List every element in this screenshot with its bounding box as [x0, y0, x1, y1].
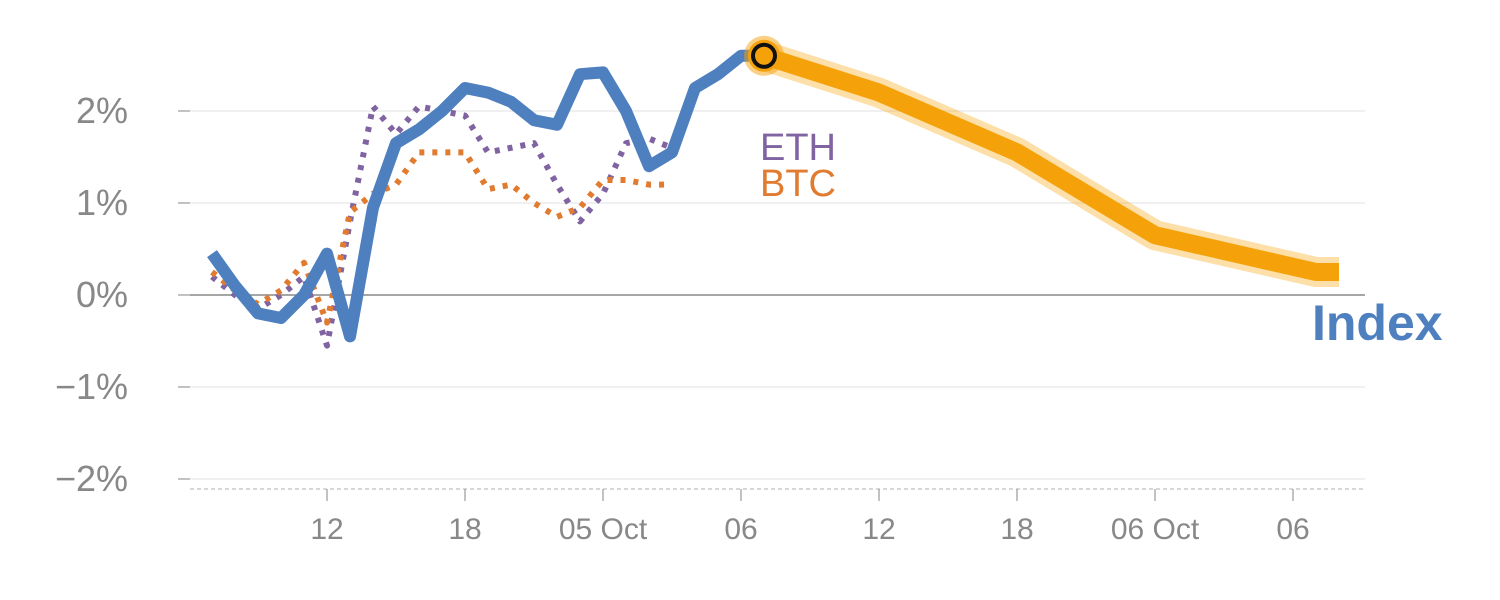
marker-dot — [751, 42, 777, 69]
x-tick-label: 06 Oct — [1111, 513, 1200, 546]
x-tick-label: 18 — [448, 513, 481, 546]
btc-series-label: BTC — [760, 163, 836, 205]
x-tick-label: 05 Oct — [559, 513, 648, 546]
grid-lines — [190, 110, 1365, 480]
y-tick-label: −2% — [55, 458, 128, 499]
btc-line — [210, 149, 672, 326]
x-tick-label: 18 — [1000, 513, 1033, 546]
y-tick-label: 2% — [76, 90, 128, 131]
index-line — [207, 49, 764, 343]
series-lines — [207, 41, 1339, 349]
x-tick-label: 12 — [310, 513, 343, 546]
current-point-marker — [744, 35, 784, 76]
index-series-label: Index — [1312, 295, 1443, 351]
y-tick-label: 0% — [76, 274, 128, 315]
x-tick-label: 06 — [1276, 513, 1309, 546]
y-axis: 2% 1% 0% −1% −2% — [55, 90, 190, 499]
projection-line — [761, 47, 1339, 281]
x-tick-label: 12 — [862, 513, 895, 546]
y-tick-label: −1% — [55, 366, 128, 407]
eth-series-label: ETH — [760, 127, 836, 169]
x-axis: 12 18 05 Oct 06 12 18 06 Oct 06 — [190, 488, 1365, 546]
y-tick-label: 1% — [76, 182, 128, 223]
x-tick-label: 06 — [724, 513, 757, 546]
